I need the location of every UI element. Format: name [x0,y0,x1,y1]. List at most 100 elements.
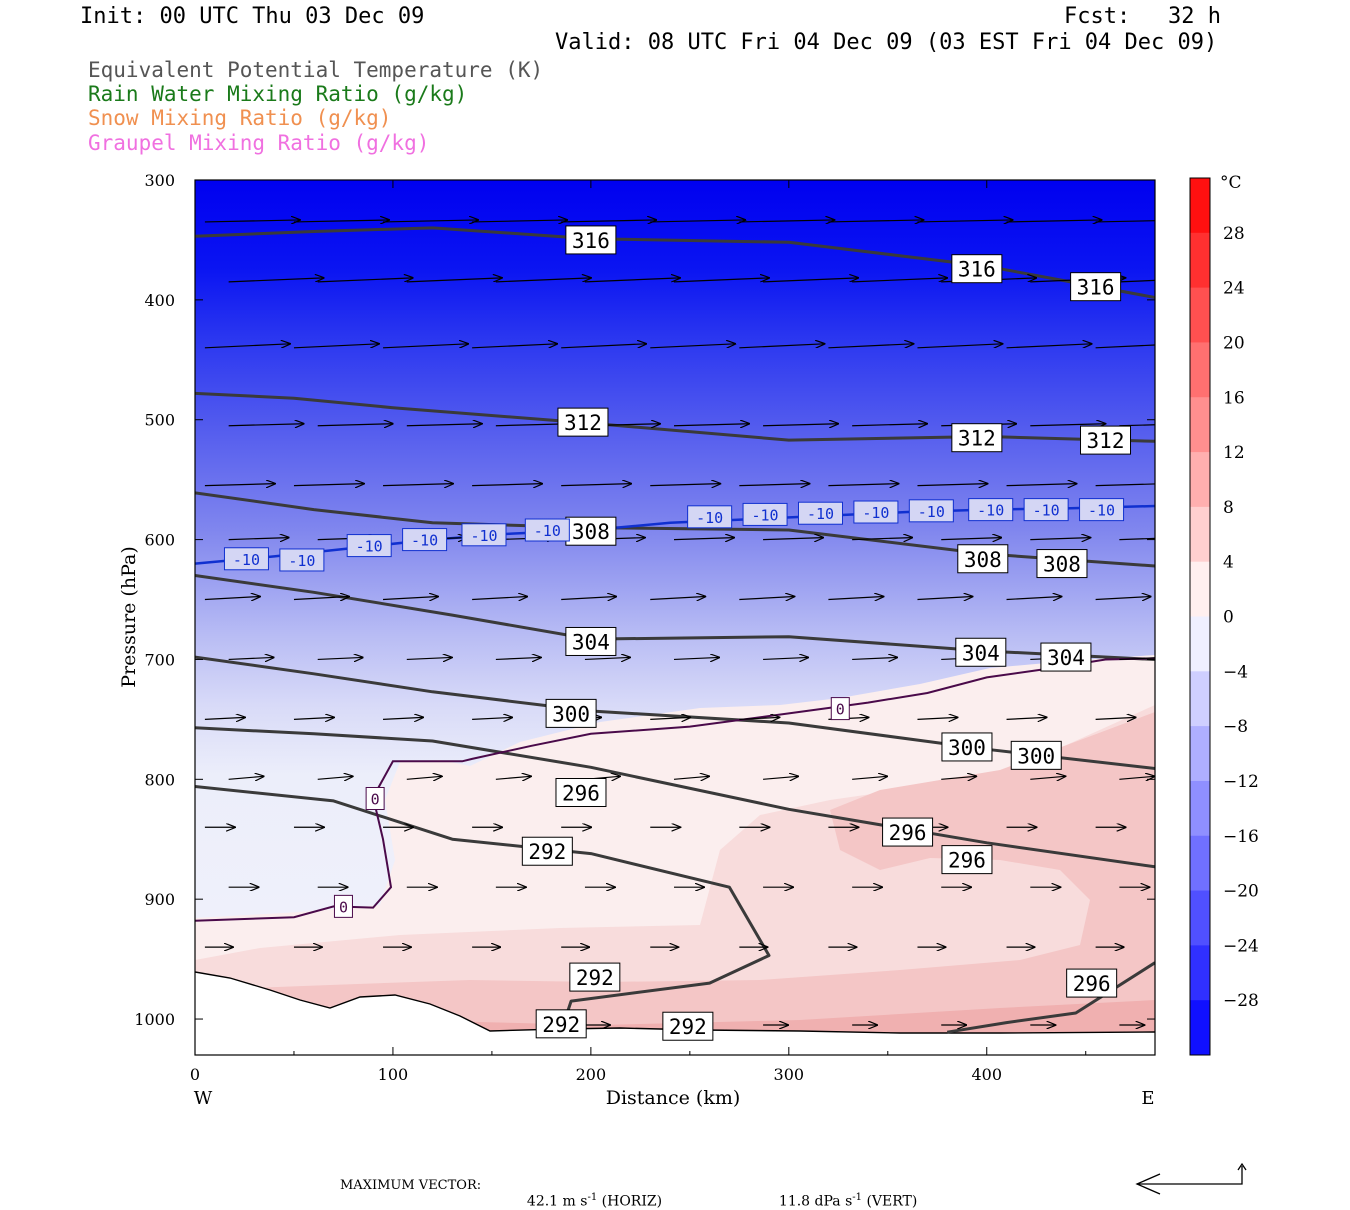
colorbar-band [1190,178,1210,234]
temp-label-box [346,534,392,558]
wind-vector-arrow [1119,776,1154,779]
colorbar-band [1190,287,1210,343]
y-tick-label: 1000 [134,1010,175,1029]
wind-vector-arrow [383,484,453,486]
theta-e-label-box [882,817,934,847]
wind-vector-arrow [406,776,442,779]
temp-label: -10 [288,552,315,570]
colorbar-unit: °C [1220,173,1242,193]
wind-vector-arrow [852,424,927,426]
colorbar-tick-label: −12 [1223,772,1259,792]
wind-vector-arrow [406,424,482,426]
wind-vector-arrow [472,220,567,222]
wind-vector-arrow [650,717,690,719]
theta-e-label: 300 [552,702,590,726]
wind-vector-arrow [472,717,512,719]
temp-label-box [365,786,385,810]
wind-vector-arrow [673,424,749,426]
colorbar-frame [1189,177,1211,1056]
wind-vector-arrow [1006,717,1047,719]
theta-e-label: 300 [948,736,986,760]
temp-label-box [797,501,843,525]
max-horizontal-vector: 42.1 m s-1 (HORIZ) [518,1176,662,1210]
colorbar-band [1190,671,1210,727]
temp-label-box [853,500,899,524]
theta-e-label: 316 [958,258,996,282]
colorbar-tick-label: 4 [1223,553,1234,573]
temp-label: -10 [807,505,834,523]
theta-e-label: 296 [889,821,927,845]
wind-vector-arrow [1119,657,1155,661]
theta-e-label: 296 [562,782,600,806]
wind-vector-arrow [406,657,452,659]
theta-e-label-box [557,407,609,437]
wind-vector-arrow [472,344,557,349]
wind-vector-arrow [204,597,260,600]
theta-e-label-box [941,845,993,875]
wind-vector-arrow [917,344,1002,349]
temp-label-box [968,498,1014,522]
vert-exp: -1 [852,1192,863,1203]
wind-vector-arrow [1006,484,1077,486]
horiz-value: 42.1 m s [526,1193,588,1210]
colorbar-tick-label: 8 [1223,498,1234,518]
theta-e-label-box [941,732,993,762]
wind-vector-arrow [228,776,264,779]
temp-label-box [333,894,353,918]
temp-label: -10 [470,527,497,545]
wind-vector-arrow [1095,483,1155,487]
theta-e-label: 316 [572,229,610,253]
temp-label: -10 [977,502,1004,520]
x-tick-label: 100 [378,1065,409,1084]
wind-vector-arrow [293,597,349,600]
temp-label: -10 [1033,502,1060,520]
colorbar-tick-label: 0 [1223,608,1234,628]
theta-e-label-box [951,423,1003,453]
colorbar-band [1190,342,1210,398]
wind-vector-arrow [763,776,798,779]
theta-e-label-box [565,626,617,656]
colorbar-tick-label: −24 [1223,936,1259,956]
theta-e-label: 304 [1047,646,1085,670]
wind-vector-arrow [1119,279,1155,283]
wind-vector-arrow [650,344,735,349]
temp-label: -10 [862,504,889,522]
contour-labels: 316 316 316 312 312 312 308 308 308 304 304 304 300 3… [223,225,1132,1041]
theta-e-label-box [565,516,617,546]
theta-e-label: 312 [958,427,996,451]
theta-e-label: 292 [542,1013,580,1037]
wind-vector-arrow [1006,220,1102,222]
temp-label-box [461,523,507,547]
temp-label-box [1023,498,1069,522]
y-tick-label: 600 [144,531,175,550]
x-tick-label: 300 [774,1065,805,1084]
x-axis-east-label: E [1141,1088,1154,1109]
colorbar-band [1190,506,1210,563]
wind-vector-arrow [828,220,923,222]
theta-e-label: 316 [1077,276,1115,300]
wind-vector-arrow [1119,424,1155,427]
wind-vector-arrow [204,220,300,222]
temp-label: -10 [356,538,383,556]
colorbar-band [1190,232,1210,289]
wind-vector-arrow [204,484,275,486]
vert-value: 11.8 dPa s [778,1193,853,1210]
wind-vector-arrow [317,278,413,283]
wind-vector-arrow [383,220,478,222]
wind-vector-arrow [495,776,531,779]
wind-vector-arrow [941,776,976,779]
theta-e-label-box [535,1009,587,1039]
wind-vector-arrow [406,278,502,283]
x-axis-label: Distance (km) [606,1087,741,1109]
wind-vector-arrow [1030,776,1065,779]
colorbar-band [1190,561,1210,617]
forecast-label: Fcst: [1064,4,1131,29]
theta-e-label-box [955,637,1007,667]
wind-vector-arrow [472,597,527,600]
wind-vector-arrow [1030,538,1090,540]
wind-vector-arrow [763,278,858,283]
vert-unit: (VERT) [866,1193,918,1210]
theta-e-label: 296 [1073,972,1111,996]
colorbar-tick-label: 16 [1223,388,1245,408]
